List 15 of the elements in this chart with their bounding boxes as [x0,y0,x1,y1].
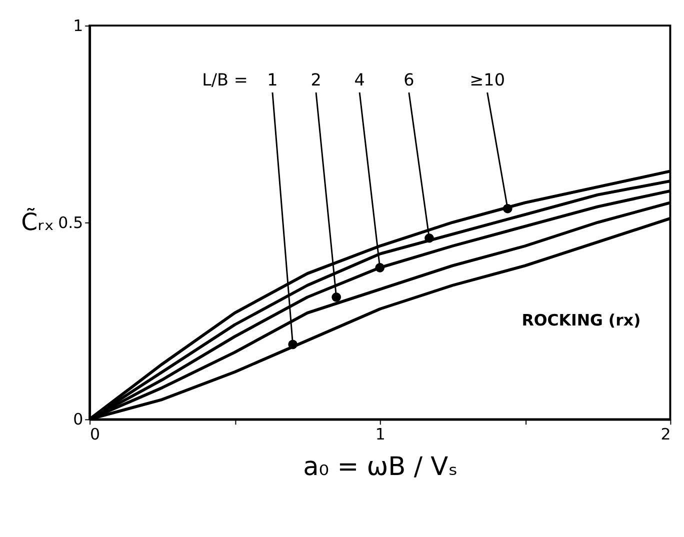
x-tick-label: 0 [90,424,100,444]
x-tick-label: 1 [375,424,386,444]
annotation: ≥10 [470,70,505,90]
y-axis-title: C̃ᵣₓ [21,207,54,236]
annotation: ROCKING (rx) [522,310,641,330]
annotation: 1 [267,70,278,90]
x-tick-label: 2 [660,424,671,444]
y-tick-label: 0.5 [58,212,84,232]
annotation: 2 [310,70,322,90]
y-tick-label: 1 [73,16,84,35]
x-axis-title: a₀ = ωB / Vₛ [303,452,458,482]
annotation: 6 [404,70,414,90]
annotation: 4 [354,70,365,90]
y-tick-label: 0 [73,410,84,429]
annotation: L/B = [202,70,248,90]
